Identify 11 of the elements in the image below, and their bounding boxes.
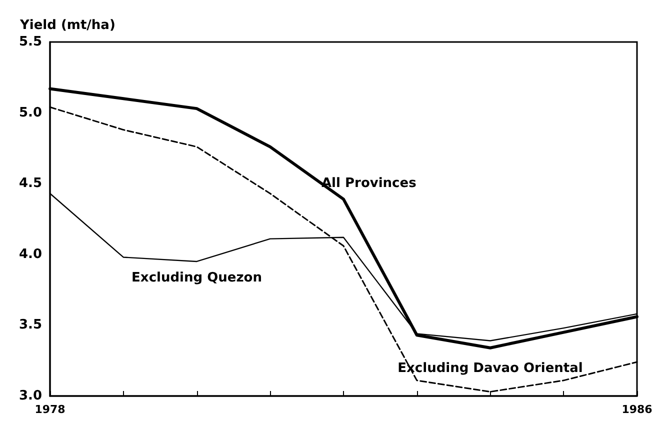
y-tick-label: 5.5: [18, 34, 42, 50]
y-tick-label: 4.0: [18, 246, 42, 262]
y-tick-label: 4.5: [18, 176, 42, 192]
y-tick-label: 3.5: [18, 318, 42, 333]
y-tick-label: 3.0: [18, 388, 42, 404]
y-axis-title: Yield (mt/ha): [19, 18, 116, 33]
x-tick-label: 1978: [34, 403, 66, 416]
x-tick-label: 1986: [622, 403, 653, 416]
annotation: Excluding Davao Oriental: [398, 360, 583, 376]
annotation: Excluding Quezon: [132, 270, 262, 286]
y-tick-label: 5.0: [18, 105, 42, 120]
